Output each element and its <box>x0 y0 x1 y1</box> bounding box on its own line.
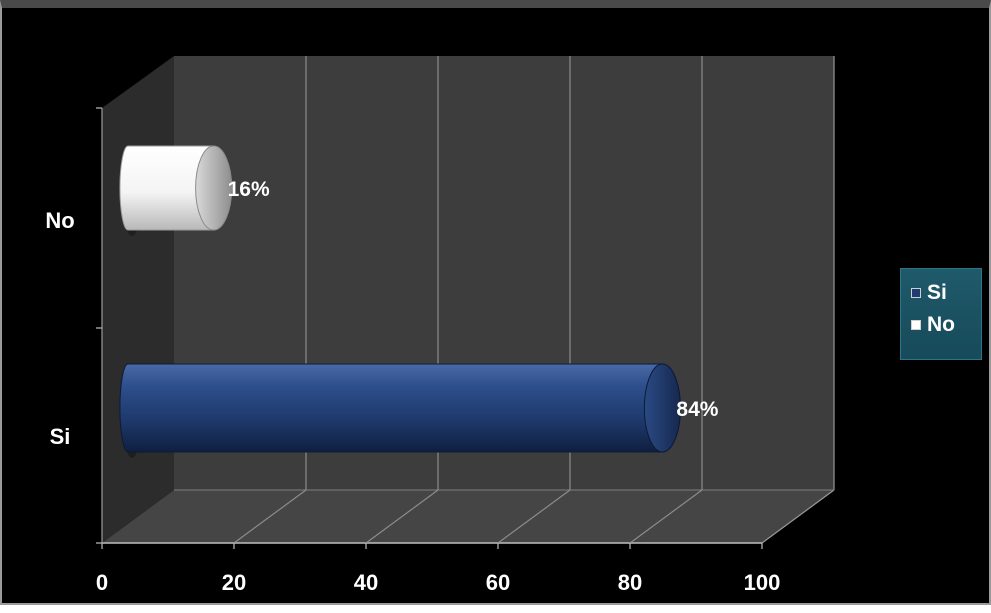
bar-end-cap <box>643 363 681 453</box>
labels: 0 20 40 60 80 100 16% No 84% Si <box>45 178 780 595</box>
legend-label-no: No <box>927 313 955 336</box>
axis-ticks <box>96 107 763 549</box>
legend-item-no: No <box>911 309 981 341</box>
data-label-si: 84% <box>676 398 718 421</box>
legend-swatch-si <box>911 288 921 298</box>
legend-item-si: Si <box>911 277 981 309</box>
plot-side-wall <box>102 56 174 543</box>
category-label-si: Si <box>50 424 71 449</box>
x-tick-label: 100 <box>744 570 781 595</box>
x-tick-label: 40 <box>354 570 378 595</box>
x-tick-label: 80 <box>618 570 642 595</box>
x-tick-label: 0 <box>96 570 108 595</box>
grid-line-floor <box>233 489 307 544</box>
bars <box>119 145 681 458</box>
legend: Si No <box>900 268 982 360</box>
bar-no <box>119 145 233 236</box>
x-tick-label: 20 <box>222 570 246 595</box>
bar-si <box>119 363 681 458</box>
plot-floor-right-edge <box>761 489 835 544</box>
bar-end-cap <box>195 145 233 231</box>
bar-body <box>119 363 681 453</box>
x-tick-label: 60 <box>486 570 510 595</box>
legend-label-si: Si <box>927 281 947 304</box>
grid-line-floor <box>629 489 703 544</box>
grid-line-floor <box>497 489 571 544</box>
category-label-no: No <box>45 208 74 233</box>
data-label-no: 16% <box>228 178 270 201</box>
legend-swatch-no <box>911 320 921 330</box>
plot-floor <box>102 490 834 543</box>
chart-area: 0 20 40 60 80 100 16% No 84% Si <box>45 56 835 595</box>
grid-line-floor <box>365 489 439 544</box>
